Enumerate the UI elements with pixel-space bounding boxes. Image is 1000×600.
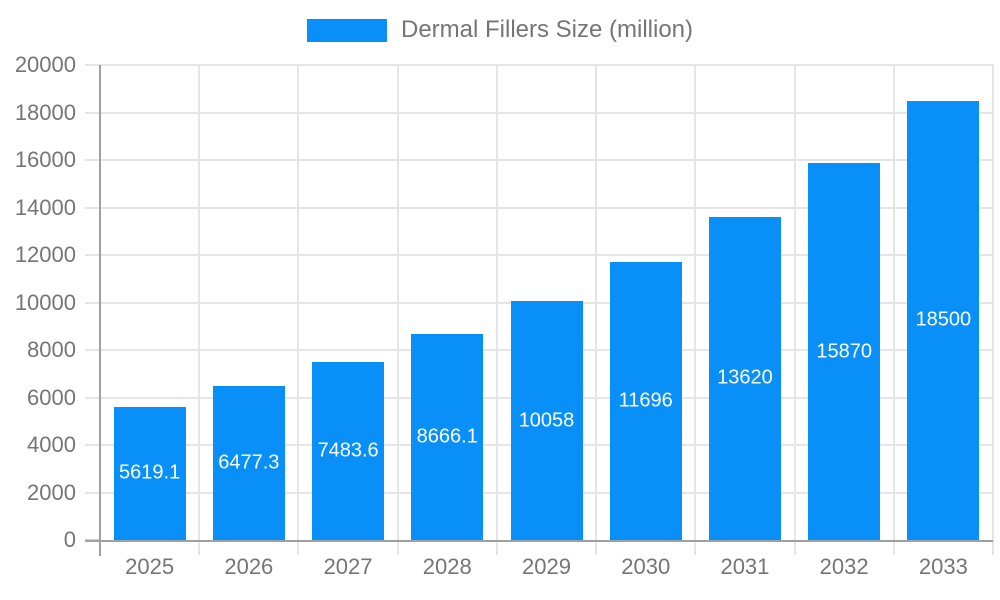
x-axis-tick-label: 2026	[224, 554, 274, 579]
gridline-vertical	[595, 65, 598, 555]
bar-2027[interactable]: 7483.6	[312, 362, 385, 540]
x-axis-tick-label: 2029	[522, 554, 571, 579]
gridline-vertical	[297, 65, 300, 555]
y-axis-line	[99, 65, 101, 556]
y-axis-tick-label: 20000	[14, 52, 76, 77]
bar-value-label: 7483.6	[317, 439, 379, 462]
plot-area: 5619.1 6477.3 7483.6 8666.1 10058 11696 13620 1…	[15, 52, 994, 579]
bar-value-label: 5619.1	[119, 461, 181, 484]
gridline-horizontal	[85, 64, 993, 66]
legend-swatch	[306, 18, 387, 42]
y-axis-tick-label: 14000	[14, 194, 76, 220]
bar-2025[interactable]: 5619.1	[113, 406, 186, 540]
legend: Dermal Fillers Size (million)	[306, 16, 694, 44]
gridline-vertical	[198, 65, 201, 555]
y-axis-tick-label: 16000	[14, 147, 76, 172]
gridline-vertical	[793, 65, 796, 555]
bar-2032[interactable]: 15870	[808, 163, 881, 540]
gridline-horizontal	[85, 206, 993, 209]
bar-value-label: 15870	[816, 340, 872, 363]
y-axis-tick-label: 8000	[27, 337, 76, 362]
x-axis-tick-label: 2028	[422, 554, 472, 579]
y-axis-tick-label: 4000	[27, 432, 76, 457]
bar-value-label: 10058	[518, 409, 575, 432]
x-axis-tick-label: 2030	[621, 554, 671, 579]
bar-value-label: 6477.3	[218, 451, 280, 474]
bar-value-label: 8666.1	[416, 425, 478, 448]
legend-label: Dermal Fillers Size (million)	[400, 16, 694, 43]
gridline-vertical	[992, 65, 994, 555]
bar-2030[interactable]: 11696	[609, 262, 682, 540]
bar-2029[interactable]: 10058	[510, 301, 583, 540]
bar-2026[interactable]: 6477.3	[212, 386, 285, 540]
gridline-vertical	[892, 65, 895, 555]
x-axis-tick-label: 2025	[125, 554, 175, 579]
bar-2033[interactable]: 18500	[907, 100, 980, 540]
bar-value-label: 18500	[915, 308, 972, 331]
y-axis-tick-label: 6000	[27, 384, 76, 410]
y-axis-tick-label: 2000	[27, 479, 76, 505]
gridline-horizontal	[85, 111, 993, 114]
bar-value-label: 13620	[717, 366, 773, 389]
gridline-vertical	[694, 65, 697, 555]
gridline-vertical	[495, 65, 498, 555]
y-axis-tick-label: 0	[63, 527, 76, 552]
x-axis-tick-label: 2031	[720, 554, 770, 579]
bar-2028[interactable]: 8666.1	[411, 334, 484, 540]
x-axis-line	[85, 540, 993, 542]
y-axis-tick-label: 10000	[14, 289, 76, 315]
x-axis-tick-label: 2027	[323, 554, 373, 579]
bar-2031[interactable]: 13620	[708, 216, 781, 540]
bar-value-label: 11696	[618, 389, 673, 412]
x-axis-tick-label: 2033	[918, 554, 968, 579]
gridline-horizontal	[85, 159, 993, 161]
gridline-horizontal	[85, 254, 993, 256]
y-axis-tick-label: 18000	[14, 99, 76, 125]
y-axis-tick-label: 12000	[14, 242, 76, 267]
gridline-vertical	[396, 65, 399, 555]
x-axis-tick-label: 2032	[819, 554, 869, 579]
